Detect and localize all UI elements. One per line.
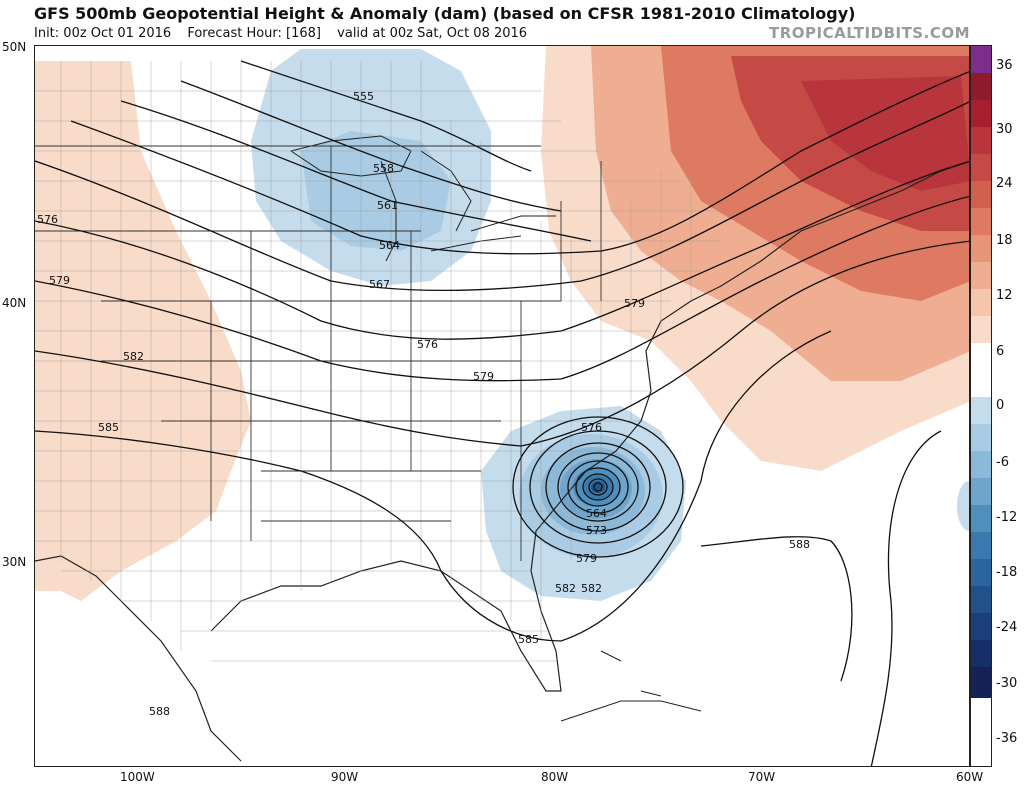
contour-label-564: 564 <box>379 239 400 252</box>
valid-time: valid at 00z Sat, Oct 08 2016 <box>337 26 528 41</box>
colorbar-label-neg36: -36 <box>996 731 1018 746</box>
cbar-swatch <box>971 316 991 343</box>
cbar-swatch <box>971 208 991 235</box>
lon-label-90w: 90W <box>331 770 359 784</box>
contour-label-585-florida: 585 <box>518 633 539 646</box>
cbar-swatch <box>971 127 991 154</box>
anomaly-colorbar <box>970 45 992 767</box>
cbar-swatch <box>971 586 991 613</box>
lon-label-60w: 60W <box>956 770 984 784</box>
contour-label-567: 567 <box>369 278 390 291</box>
colorbar-label-18: 18 <box>996 233 1013 248</box>
cbar-swatch <box>971 73 991 100</box>
cbar-swatch <box>971 181 991 208</box>
contour-label-558: 558 <box>373 162 394 175</box>
colorbar-label-36: 36 <box>996 58 1013 73</box>
cbar-swatch <box>971 505 991 532</box>
lon-label-100w: 100W <box>120 770 155 784</box>
anomaly-neg-east <box>957 481 969 531</box>
cbar-swatch <box>971 424 991 451</box>
caribbean-islands <box>560 650 702 722</box>
contour-label-576-west: 576 <box>37 213 58 226</box>
colorbar-label-neg18: -18 <box>996 565 1018 580</box>
init-time: Init: 00z Oct 01 2016 <box>34 26 172 41</box>
cbar-swatch <box>971 667 991 698</box>
cbar-swatch <box>971 262 991 289</box>
cbar-swatch <box>971 640 991 667</box>
colorbar-label-6: 6 <box>996 344 1005 359</box>
cbar-swatch <box>971 154 991 181</box>
colorbar-label-neg30: -30 <box>996 676 1018 691</box>
colorbar-label-neg24: -24 <box>996 620 1018 635</box>
map-svg: 555 558 561 564 567 576 579 582 585 576 … <box>35 46 969 766</box>
cbar-swatch <box>971 613 991 640</box>
contour-label-564-storm: 564 <box>586 507 607 520</box>
lat-label-30n: 30N <box>2 555 27 569</box>
contour-label-585-west: 585 <box>98 421 119 434</box>
chart-subtitle: Init: 00z Oct 01 2016 Forecast Hour: [16… <box>34 26 539 41</box>
colorbar-label-neg6: -6 <box>996 455 1009 470</box>
contour-label-579-storm: 579 <box>576 552 597 565</box>
forecast-hour: Forecast Hour: [168] <box>187 26 322 41</box>
state-borders <box>35 145 602 561</box>
cbar-swatch <box>971 235 991 262</box>
colorbar-label-0: 0 <box>996 398 1005 413</box>
cbar-swatch <box>971 532 991 559</box>
contour-label-573-storm: 573 <box>586 524 607 537</box>
contour-label-588-gulf: 588 <box>149 705 170 718</box>
cbar-swatch <box>971 451 991 478</box>
lat-label-50n: 50N <box>2 40 27 54</box>
contour-label-582-west: 582 <box>123 350 144 363</box>
contour-label-582-storm-b: 582 <box>581 582 602 595</box>
contour-label-582-storm: 582 <box>555 582 576 595</box>
colorbar-label-12: 12 <box>996 288 1013 303</box>
anomaly-pos-30 <box>801 76 969 191</box>
cbar-swatch <box>971 397 991 424</box>
cbar-swatch <box>971 46 991 73</box>
cbar-swatch <box>971 100 991 127</box>
contour-label-555: 555 <box>353 90 374 103</box>
chart-title: GFS 500mb Geopotential Height & Anomaly … <box>34 4 856 23</box>
colorbar-label-neg12: -12 <box>996 510 1018 525</box>
lon-label-80w: 80W <box>541 770 569 784</box>
contour-label-579-central: 579 <box>473 370 494 383</box>
lat-label-40n: 40N <box>2 296 27 310</box>
height-contours <box>35 60 969 766</box>
contour-label-561: 561 <box>377 199 398 212</box>
anomaly-neg-lakes-core <box>301 131 451 251</box>
contour-label-579-west: 579 <box>49 274 70 287</box>
coastline <box>35 161 969 762</box>
county-grid <box>35 61 721 662</box>
brand-watermark: TROPICALTIDBITS.COM <box>769 24 970 42</box>
contour-label-576-storm: 576 <box>581 421 602 434</box>
map-panel: 555 558 561 564 567 576 579 582 585 576 … <box>34 45 970 767</box>
colorbar-label-24: 24 <box>996 176 1013 191</box>
contour-label-579-ne: 579 <box>624 297 645 310</box>
cbar-swatch <box>971 343 991 397</box>
contour-label-588-atlantic: 588 <box>789 538 810 551</box>
cbar-swatch <box>971 559 991 586</box>
contour-label-576-central: 576 <box>417 338 438 351</box>
colorbar-label-30: 30 <box>996 122 1013 137</box>
cbar-swatch <box>971 478 991 505</box>
lon-label-70w: 70W <box>748 770 776 784</box>
cbar-swatch <box>971 289 991 316</box>
